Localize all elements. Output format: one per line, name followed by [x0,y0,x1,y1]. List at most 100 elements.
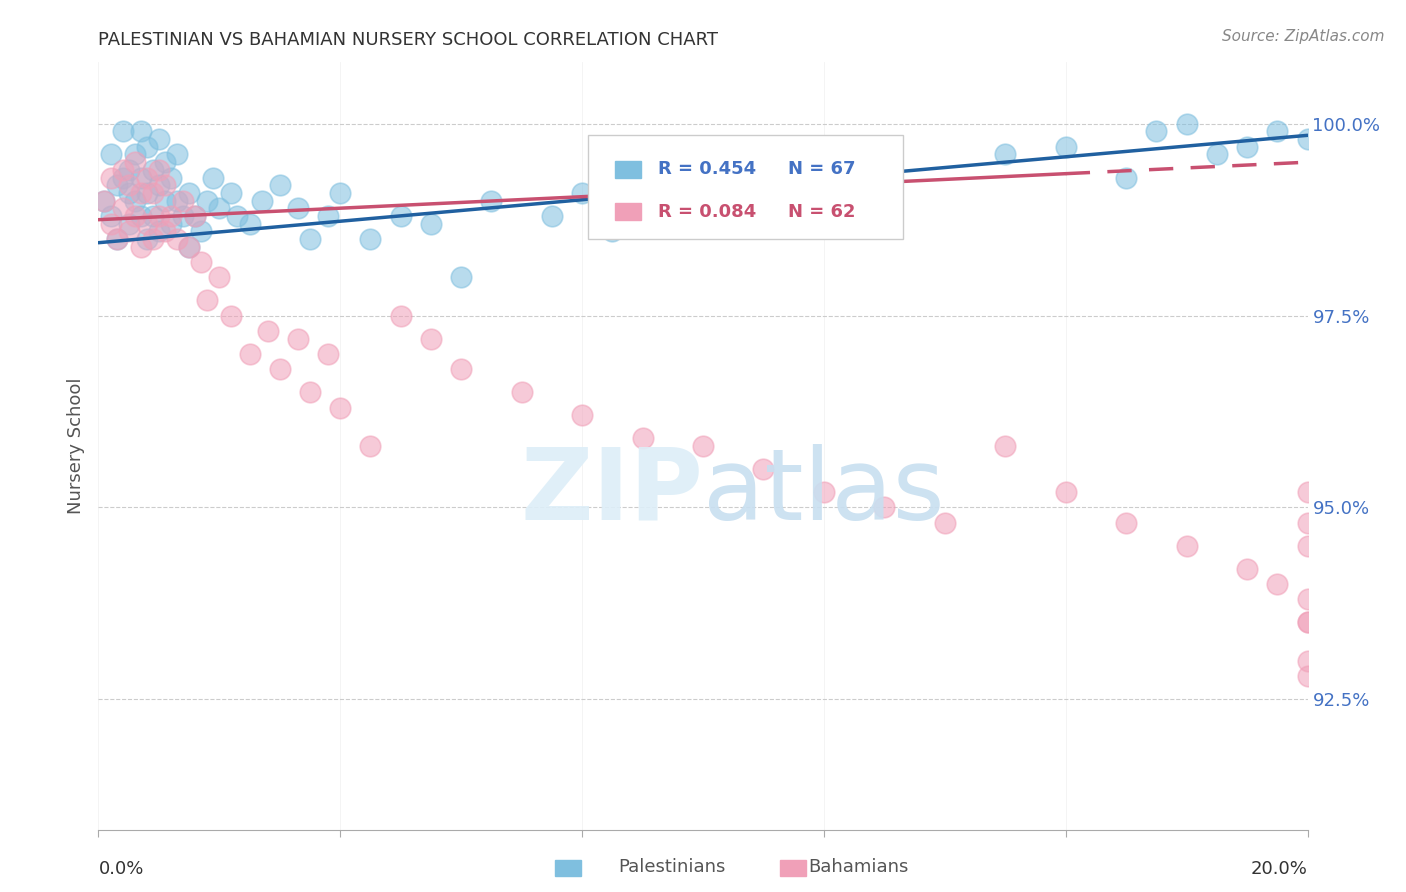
Point [1296,615,1319,630]
Point [1144,124,1167,138]
Point [269,178,291,193]
Text: R = 0.084: R = 0.084 [658,202,756,221]
Point [124,194,146,208]
Text: 20.0%: 20.0% [1251,860,1308,879]
Point [160,217,183,231]
Point [1236,562,1258,576]
Point [135,232,157,246]
Point [1296,132,1319,146]
Point [111,201,134,215]
Point [752,462,775,476]
Point [111,170,134,185]
Point [118,162,141,177]
Point [195,194,218,208]
Point [111,124,134,138]
Point [329,186,352,200]
Point [269,362,291,376]
Point [1296,485,1319,500]
Point [135,217,157,231]
Point [105,178,128,193]
Point [1115,170,1137,185]
Point [934,516,956,530]
Point [540,209,562,223]
Point [172,194,194,208]
Point [148,224,170,238]
Point [179,239,201,253]
Point [153,224,176,238]
Point [239,217,262,231]
Point [692,194,714,208]
Point [100,209,122,223]
Point [135,170,157,185]
Point [93,194,115,208]
Point [142,186,165,200]
Point [118,217,141,231]
Point [129,239,152,253]
Point [221,186,243,200]
Point [571,409,593,423]
Point [124,147,146,161]
Point [256,324,278,338]
Point [184,209,207,223]
Point [1115,516,1137,530]
Point [142,232,165,246]
Point [994,147,1017,161]
Point [179,239,201,253]
Point [226,209,249,223]
Point [360,439,382,453]
Point [118,224,141,238]
Point [118,186,141,200]
Point [153,155,176,169]
Point [208,270,231,285]
Point [153,194,176,208]
Point [124,155,146,169]
Point [1267,577,1289,591]
Y-axis label: Nursery School: Nursery School [66,377,84,515]
Point [124,209,146,223]
Point [129,124,152,138]
Point [1296,516,1319,530]
Point [510,385,533,400]
Point [1296,539,1319,553]
Point [221,309,243,323]
Point [1175,539,1198,553]
Point [299,232,322,246]
Text: ZIP: ZIP [520,443,703,541]
Point [329,401,352,415]
Point [129,209,152,223]
Point [1236,140,1258,154]
Point [129,170,152,185]
Point [105,232,128,246]
Point [135,186,157,200]
Point [184,209,207,223]
Point [142,162,165,177]
Point [105,232,128,246]
Text: Palestinians: Palestinians [619,858,725,876]
Point [389,209,412,223]
FancyBboxPatch shape [614,161,641,178]
Point [195,293,218,308]
Point [1296,615,1319,630]
Point [316,347,339,361]
Point [1054,140,1077,154]
Point [631,431,654,445]
Text: N = 62: N = 62 [787,202,855,221]
Point [160,170,183,185]
Text: 0.0%: 0.0% [98,860,143,879]
Point [1267,124,1289,138]
Point [450,362,472,376]
Point [142,209,165,223]
Point [873,500,896,515]
Point [873,162,896,177]
Point [1054,485,1077,500]
Text: R = 0.454: R = 0.454 [658,161,756,178]
Point [166,194,188,208]
Point [100,170,122,185]
Point [631,209,654,223]
Point [208,201,231,215]
Point [93,194,115,208]
Point [813,485,835,500]
Point [166,147,188,161]
Point [420,332,443,346]
Text: Bahamians: Bahamians [808,858,908,876]
